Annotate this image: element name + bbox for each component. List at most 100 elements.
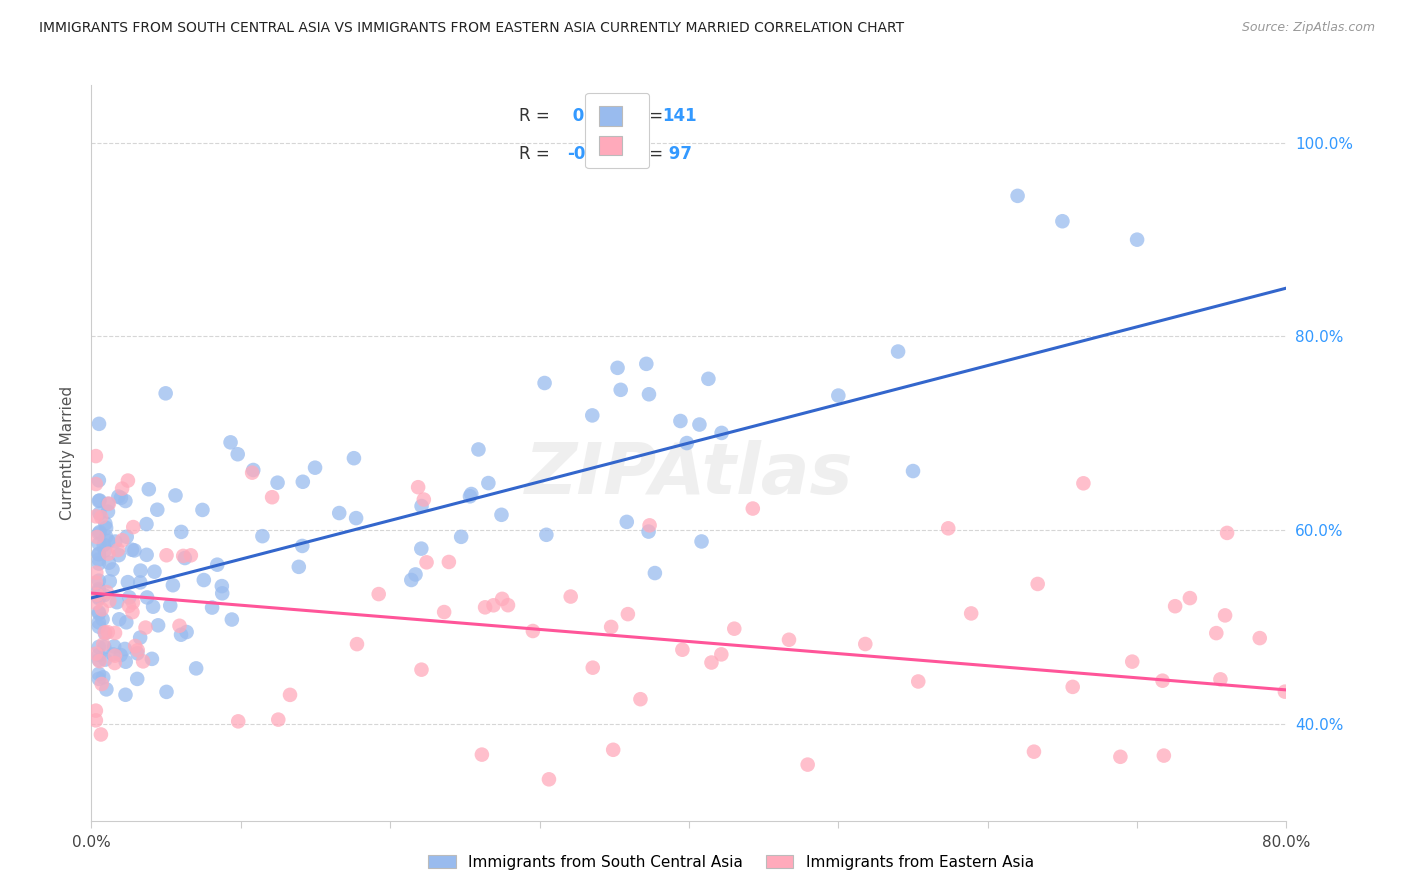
Point: [89, 654, 111, 668]
Point: [96, 682, 118, 697]
Point: [278, 688, 301, 702]
Point: [87, 648, 110, 662]
Point: [121, 542, 143, 557]
Point: [242, 463, 264, 477]
Point: [1026, 577, 1049, 591]
Y-axis label: Currently Married: Currently Married: [60, 385, 76, 520]
Point: [97, 547, 120, 561]
Point: [114, 494, 136, 508]
Point: [1052, 214, 1074, 228]
Point: [94, 625, 117, 640]
Point: [155, 386, 177, 401]
Point: [193, 573, 215, 587]
Point: [87, 537, 110, 551]
Point: [688, 417, 710, 432]
Point: [537, 772, 560, 787]
Point: [1216, 525, 1239, 540]
Point: [94, 543, 117, 558]
Point: [146, 502, 169, 516]
Point: [127, 646, 149, 660]
Point: [142, 599, 165, 614]
Point: [89, 524, 111, 539]
Point: [86, 588, 108, 602]
Point: [827, 388, 849, 402]
Point: [536, 528, 558, 542]
Point: [121, 605, 143, 619]
Point: [853, 637, 876, 651]
Point: [697, 372, 720, 386]
Point: [97, 534, 120, 549]
Point: [108, 612, 131, 626]
Point: [98, 574, 121, 589]
Point: [87, 607, 110, 621]
Point: [477, 476, 499, 491]
Point: [129, 631, 152, 645]
Point: [617, 607, 640, 621]
Point: [201, 600, 224, 615]
Point: [207, 558, 229, 572]
Point: [118, 599, 141, 613]
Point: [84, 575, 107, 590]
Point: [97, 625, 120, 640]
Point: [107, 543, 129, 558]
Point: [129, 564, 152, 578]
Point: [104, 626, 127, 640]
Point: [165, 488, 187, 502]
Point: [690, 534, 713, 549]
Point: [778, 632, 800, 647]
Point: [723, 622, 745, 636]
Point: [115, 615, 138, 630]
Point: [415, 555, 437, 569]
Point: [86, 530, 108, 544]
Point: [104, 534, 127, 549]
Point: [97, 497, 120, 511]
Point: [89, 493, 111, 508]
Point: [1062, 680, 1084, 694]
Point: [96, 585, 118, 599]
Point: [1126, 233, 1149, 247]
Point: [262, 490, 284, 504]
Point: [87, 552, 110, 566]
Point: [138, 482, 160, 496]
Point: [496, 598, 519, 612]
Point: [176, 625, 198, 640]
Point: [110, 648, 132, 662]
Point: [637, 524, 659, 539]
Point: [211, 586, 233, 600]
Point: [346, 637, 368, 651]
Point: [118, 591, 141, 605]
Point: [98, 594, 121, 608]
Point: [103, 640, 125, 654]
Point: [1007, 189, 1029, 203]
Point: [433, 605, 456, 619]
Point: [491, 508, 513, 522]
Point: [117, 474, 139, 488]
Point: [87, 547, 110, 561]
Point: [117, 575, 139, 590]
Point: [221, 613, 243, 627]
Point: [186, 661, 208, 675]
Text: IMMIGRANTS FROM SOUTH CENTRAL ASIA VS IMMIGRANTS FROM EASTERN ASIA CURRENTLY MAR: IMMIGRANTS FROM SOUTH CENTRAL ASIA VS IM…: [39, 21, 904, 36]
Point: [901, 464, 924, 478]
Text: -0.310: -0.310: [567, 145, 627, 163]
Legend:  ,  : ,: [585, 93, 650, 169]
Point: [533, 376, 555, 390]
Point: [93, 538, 115, 552]
Point: [159, 599, 181, 613]
Point: [675, 436, 697, 450]
Point: [1073, 476, 1095, 491]
Point: [291, 539, 314, 553]
Point: [211, 579, 233, 593]
Point: [87, 591, 110, 606]
Point: [89, 506, 111, 520]
Point: [94, 626, 117, 640]
Point: [122, 520, 145, 534]
Point: [87, 620, 110, 634]
Point: [1153, 748, 1175, 763]
Point: [87, 417, 110, 431]
Point: [107, 548, 129, 562]
Point: [84, 596, 107, 610]
Point: [135, 548, 157, 562]
Point: [1209, 673, 1232, 687]
Point: [87, 526, 110, 541]
